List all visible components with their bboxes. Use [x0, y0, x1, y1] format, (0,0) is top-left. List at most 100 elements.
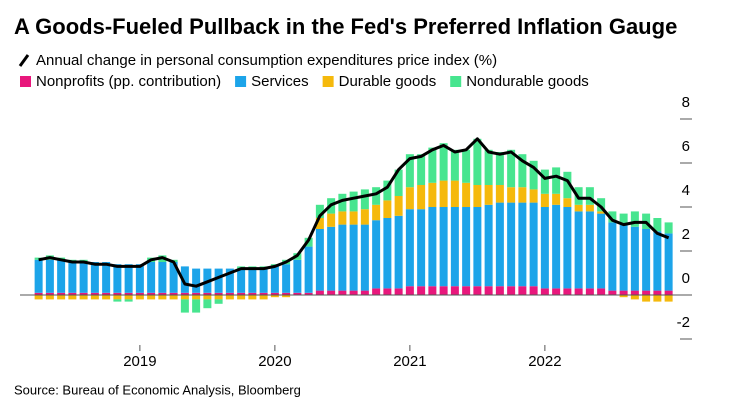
bar-segment: [315, 229, 324, 291]
bar-segment: [315, 204, 324, 218]
bar-segment: [495, 152, 504, 185]
bar-segment: [45, 295, 54, 300]
bar-segment: [597, 213, 606, 289]
bar-segment: [608, 222, 617, 291]
bar-segment: [102, 292, 111, 295]
bar-segment: [225, 268, 234, 293]
bar-segment: [405, 286, 414, 295]
bar-segment: [405, 187, 414, 210]
bar-segment: [372, 288, 381, 295]
bar-segment: [214, 268, 223, 293]
bar-segment: [664, 222, 673, 234]
bar-segment: [563, 207, 572, 289]
x-tick-label: 2022: [528, 353, 561, 370]
bar-segment: [293, 292, 302, 295]
bar-segment: [270, 292, 279, 295]
bar-segment: [102, 262, 111, 293]
bar-segment: [192, 292, 201, 295]
bar-segment: [135, 292, 144, 295]
bar-segment: [619, 290, 628, 295]
bar-segment: [304, 246, 313, 293]
bar-segment: [237, 295, 246, 300]
bar-segment: [417, 286, 426, 295]
bar-segment: [540, 207, 549, 289]
bar-segment: [439, 286, 448, 295]
bar-segment: [248, 295, 257, 300]
bar-segment: [349, 191, 358, 212]
bar-segment: [180, 295, 189, 300]
bar-segment: [282, 292, 291, 295]
bar-segment: [540, 288, 549, 295]
bar-segment: [608, 211, 617, 223]
bar-segment: [630, 226, 639, 291]
bar-segment: [585, 187, 594, 205]
bar-segment: [518, 202, 527, 287]
bar-segment: [259, 292, 268, 295]
y-tick-label: 6: [682, 138, 690, 155]
legend-swatch: [322, 76, 334, 87]
bar-segment: [540, 169, 549, 194]
bar-segment: [574, 211, 583, 289]
bar-segment: [203, 299, 212, 309]
x-tick-label: 2021: [393, 353, 426, 370]
y-tick-label: 8: [682, 94, 690, 111]
bar-segment: [192, 295, 201, 300]
bar-segment: [180, 266, 189, 293]
legend-label: Services: [251, 73, 309, 90]
bar-segment: [214, 295, 223, 300]
bar-segment: [225, 295, 234, 300]
bar-segment: [428, 207, 437, 287]
bar-segment: [349, 290, 358, 295]
legend-label: Durable goods: [339, 73, 437, 90]
bar-segment: [405, 209, 414, 287]
bar-segment: [394, 196, 403, 216]
bar-segment: [360, 189, 369, 210]
bar-segment: [304, 292, 313, 295]
bar-segment: [79, 292, 88, 295]
bar-segment: [394, 215, 403, 289]
bar-segment: [608, 290, 617, 295]
bar-segment: [158, 295, 167, 300]
bar-segment: [518, 286, 527, 295]
bar-segment: [552, 167, 561, 194]
y-tick-label: -2: [677, 314, 690, 331]
y-tick-label: 2: [682, 226, 690, 243]
bar-segment: [642, 295, 651, 302]
bar-segment: [428, 286, 437, 295]
bar-segment: [203, 292, 212, 295]
bar-segment: [147, 262, 156, 293]
bar-segment: [619, 224, 628, 291]
bar-segment: [484, 149, 493, 185]
bar-segment: [68, 292, 77, 295]
bar-segment: [124, 299, 133, 302]
bar-segment: [338, 193, 347, 212]
bar-segment: [642, 229, 651, 291]
x-tick-label: 2020: [258, 353, 291, 370]
bar-segment: [383, 218, 392, 289]
bar-segment: [507, 286, 516, 295]
bar-segment: [653, 218, 662, 232]
bar-segment: [124, 292, 133, 295]
bar-segment: [597, 211, 606, 214]
bar-segment: [90, 262, 99, 293]
bar-segment: [450, 149, 459, 181]
bar-segment: [259, 268, 268, 293]
bar-segment: [529, 189, 538, 203]
bar-segment: [585, 211, 594, 289]
bar-segment: [653, 295, 662, 302]
bar-segment: [327, 213, 336, 227]
bar-segment: [338, 211, 347, 225]
bar-segment: [158, 292, 167, 295]
bar-segment: [585, 288, 594, 295]
bar-segment: [383, 180, 392, 201]
bar-segment: [124, 264, 133, 293]
bar-segment: [439, 143, 448, 181]
bar-segment: [214, 292, 223, 295]
bar-segment: [450, 180, 459, 207]
pce-line: [38, 137, 670, 288]
bar-segment: [259, 295, 268, 300]
bar-segment: [315, 218, 324, 229]
y-tick-label: 4: [682, 182, 690, 199]
bar-segment: [540, 193, 549, 207]
